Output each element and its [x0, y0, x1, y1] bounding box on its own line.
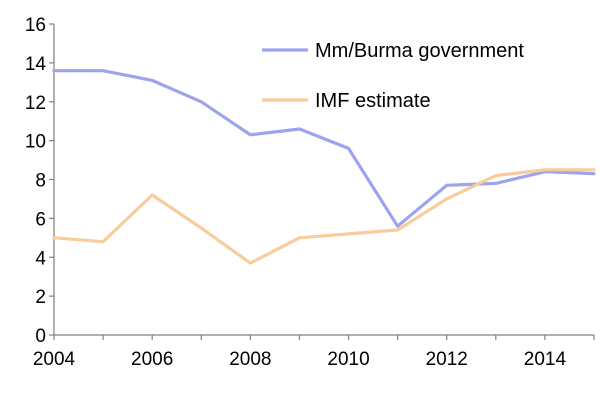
x-tick-label: 2006: [131, 349, 173, 370]
tick-labels: 0 2 4 6 8 10 12 14 16 2004 2006 2008 2010 2012 2014: [25, 15, 567, 370]
x-tick-label: 2010: [327, 349, 369, 370]
series-lines: [52, 69, 596, 265]
axes: [49, 23, 595, 340]
legend: Mm/Burma government IMF estimate: [262, 40, 524, 112]
x-tick-label: 2004: [33, 349, 76, 370]
legend-label: Mm/Burma government: [315, 40, 524, 62]
y-tick-label: 12: [25, 93, 46, 114]
y-tick-label: 2: [35, 287, 46, 308]
legend-label: IMF estimate: [315, 90, 431, 112]
y-tick-label: 10: [25, 132, 46, 153]
y-tick-label: 0: [35, 326, 46, 347]
series-line-government: [52, 69, 596, 228]
series-line-imf: [52, 168, 596, 265]
y-tick-label: 16: [25, 15, 46, 36]
y-tick-label: 14: [25, 54, 47, 75]
x-tick-label: 2012: [426, 349, 468, 370]
x-tick-label: 2014: [524, 349, 567, 370]
x-tick-label: 2008: [229, 349, 271, 370]
y-tick-label: 4: [35, 248, 46, 269]
y-tick-label: 6: [35, 209, 46, 230]
y-tick-label: 8: [35, 171, 46, 192]
